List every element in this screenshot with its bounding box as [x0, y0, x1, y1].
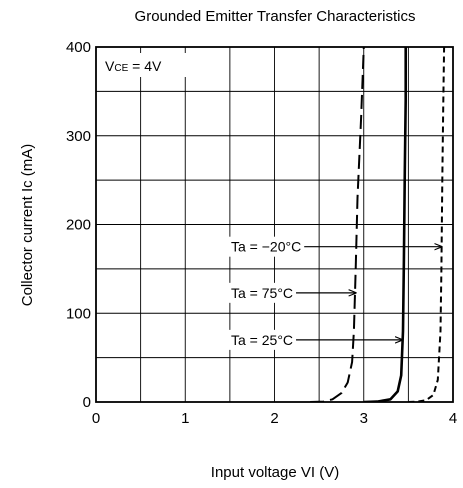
series-line-1 — [310, 47, 365, 402]
condition-label: VCE = 4V — [105, 58, 162, 74]
y-tick-label: 400 — [66, 39, 91, 56]
x-tick-label: 3 — [360, 410, 368, 427]
annotation-label: Ta = −20°C — [231, 239, 301, 255]
y-tick-label: 200 — [66, 217, 91, 234]
x-tick-label: 2 — [270, 410, 278, 427]
chart-title: Grounded Emitter Transfer Characteristic… — [135, 8, 416, 25]
annotation-label: Ta = 25°C — [231, 332, 293, 348]
series-line-0 — [408, 47, 446, 402]
annotations: Ta = −20°C Ta = 75°C Ta = 25°C — [228, 236, 443, 350]
series-line-2 — [363, 47, 407, 402]
grid — [96, 47, 453, 402]
y-tick-label: 300 — [66, 128, 91, 145]
annotation-bg — [228, 282, 297, 303]
condition-label-bg — [102, 53, 190, 77]
y-tick-label: 100 — [66, 305, 91, 322]
y-tick-label: 0 — [83, 394, 91, 411]
annotation-label: Ta = 75°C — [231, 285, 293, 301]
x-tick-label: 1 — [181, 410, 189, 427]
annotation-bg — [228, 236, 305, 257]
x-tick-labels: 0 1 2 3 4 — [92, 410, 457, 427]
x-tick-label: 4 — [449, 410, 457, 427]
annotation-bg — [228, 329, 297, 350]
x-tick-label: 0 — [92, 410, 100, 427]
y-tick-labels: 0 100 200 300 400 — [66, 39, 91, 411]
y-axis-label: Collector current Ic (mA) — [19, 144, 36, 307]
plot-frame — [95, 46, 454, 403]
series-group — [310, 47, 446, 402]
x-axis-label: Input voltage VI (V) — [211, 464, 339, 481]
